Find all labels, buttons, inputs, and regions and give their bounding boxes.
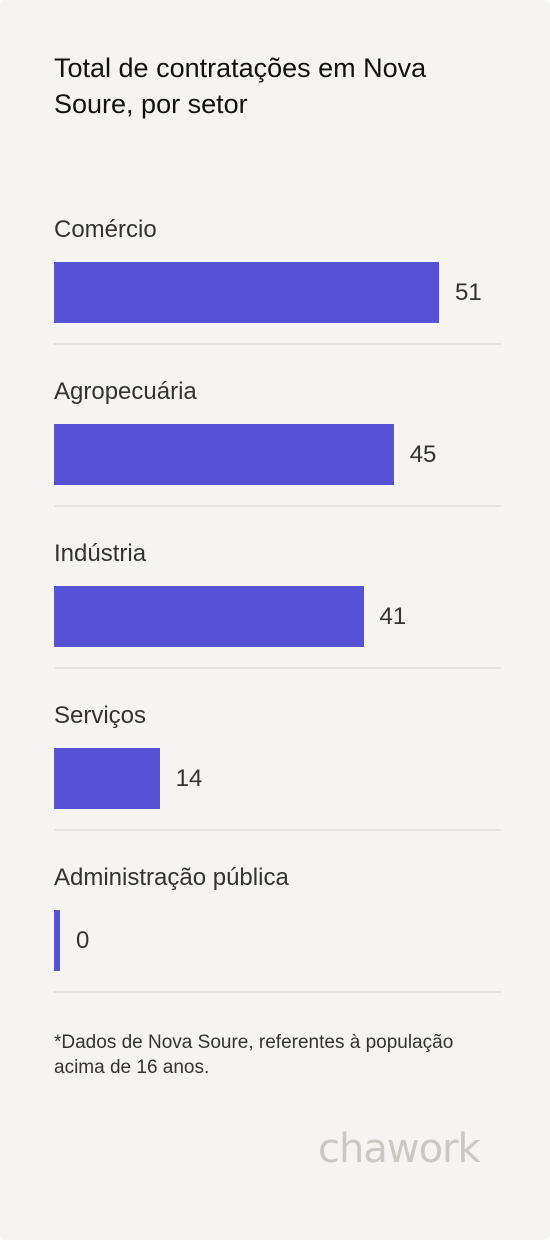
footnote: *Dados de Nova Soure, referentes à popul…: [54, 1032, 454, 1078]
brand-logo: chawork: [318, 1126, 482, 1172]
category-label: Serviços: [54, 702, 147, 729]
row-divider: [54, 991, 501, 993]
bar-chart: Comércio 51 Agropecuária 45 Indústria 41 Servi…: [54, 216, 501, 993]
chart-title: Total de contratações em Nova Soure, por…: [54, 53, 427, 119]
data-label: 0: [76, 927, 90, 954]
category-label: Indústria: [54, 540, 147, 567]
row-divider: [54, 667, 501, 669]
data-label: 41: [379, 603, 407, 630]
bar: [54, 424, 394, 485]
brand-logo-text: chawork: [318, 1126, 481, 1172]
data-label: 14: [175, 765, 203, 792]
data-label: 45: [409, 441, 437, 468]
category-label: Administração pública: [54, 864, 289, 891]
row-divider: [54, 343, 501, 345]
row-divider: [54, 829, 501, 831]
category-label: Agropecuária: [54, 378, 197, 405]
data-label: 51: [455, 279, 482, 306]
bar: [54, 748, 160, 809]
bar: [54, 262, 439, 323]
bar: [54, 910, 60, 971]
row-divider: [54, 505, 501, 507]
bar: [54, 586, 364, 647]
category-label: Comércio: [54, 216, 157, 243]
